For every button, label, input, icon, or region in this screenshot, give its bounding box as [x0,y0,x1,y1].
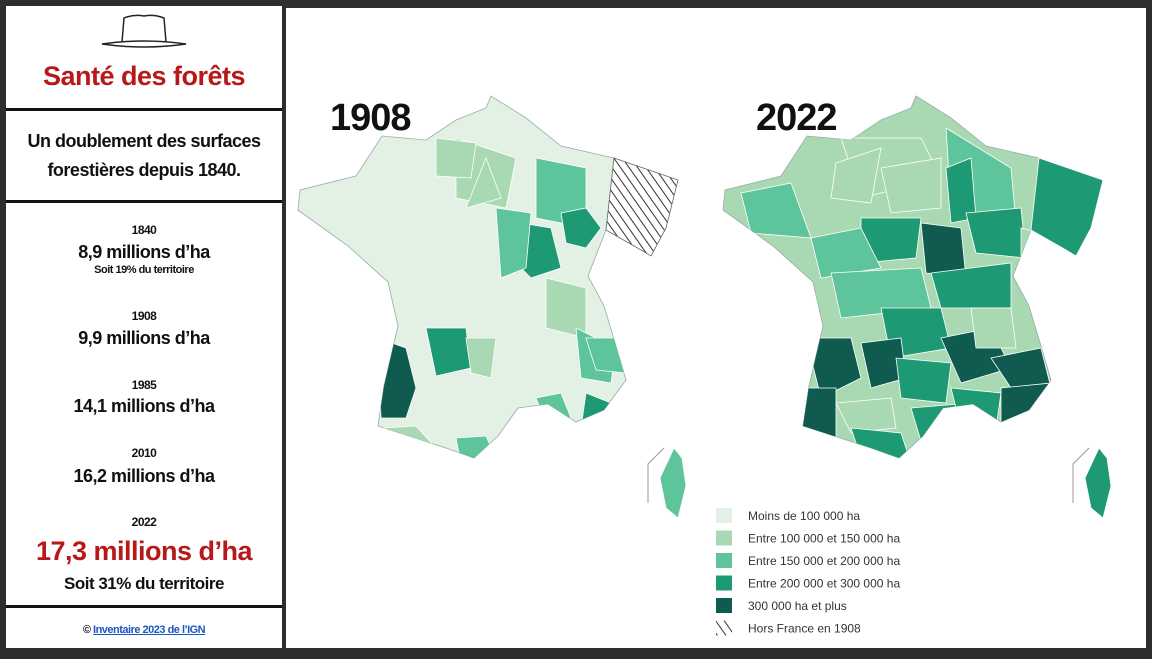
separator [6,200,282,203]
legend-swatch [716,575,732,591]
subtitle: Un doublement des surfaces [27,131,261,151]
stat-value: 14,1 millions d’ha [73,396,215,416]
maps: 1908 2022 Moins de 100 000 ha Entre 100 000… [297,95,1112,636]
region [990,347,1051,389]
stat-year: 1840 [131,223,157,237]
stat-year: 1985 [131,378,157,392]
map-title: 1908 [330,97,411,139]
region [495,207,532,279]
legend-swatch [716,508,732,523]
stat-year: 2022 [131,515,157,529]
region [880,157,942,214]
subtitle: forestières depuis 1840. [47,160,241,180]
legend-label: Moins de 100 000 ha [748,509,860,523]
legend-label: Hors France en 1908 [748,622,861,636]
credit-link[interactable]: Inventaire 2023 de l’IGN [93,624,206,636]
legend-swatch [716,620,732,636]
sidebar: Santé des forêts Un doublement des surfa… [6,6,282,648]
region [805,337,862,399]
corsica [1084,447,1112,519]
region [798,387,837,449]
region [835,397,897,434]
alsace-lorraine [1030,157,1104,257]
stat-value: 9,9 millions d’ha [78,328,210,348]
region [465,156,502,209]
region [585,337,626,374]
region [830,147,882,204]
credit-symbol: © [82,624,91,636]
region [970,307,1017,349]
credit: © Inventaire 2023 de l’IGN [6,624,282,636]
region [545,277,587,339]
region [965,207,1027,259]
legend-swatch [716,530,732,546]
corsica [659,447,687,519]
stat-year: 1908 [131,309,157,323]
region [950,387,1002,429]
legend-label: Entre 100 000 et 150 000 ha [748,532,900,546]
stat-value: 8,9 millions d’ha [78,242,210,262]
stat-value: 16,2 millions d’ha [73,466,215,486]
region [435,137,477,179]
region [560,207,602,249]
stat-note: Soit 31% du territoire [64,574,224,593]
region [810,227,882,279]
stat-year: 2010 [131,446,157,460]
region [465,337,497,379]
title: Santé des forêts [42,61,246,91]
map: 1908 [297,95,687,519]
stat-note: Soit 19% du territoire [94,264,194,276]
separator [6,605,282,608]
region [740,182,812,239]
stat-value-highlight: 17,3 millions d’ha [35,536,253,566]
corsica-inset [1072,447,1090,503]
region [910,402,982,458]
legend-label: 300 000 ha et plus [748,599,847,613]
alsace-lorraine [605,157,679,257]
region [1000,382,1051,429]
map-panel: 1908 2022 Moins de 100 000 ha Entre 100 000… [286,8,1146,648]
separator [6,108,282,111]
map: 2022 [722,95,1112,519]
legend-swatch [716,598,732,613]
map-title: 2022 [756,97,837,139]
legend-swatch [716,553,732,568]
legend-label: Entre 200 000 et 300 000 ha [748,577,900,591]
legend-label: Entre 150 000 et 200 000 ha [748,554,900,568]
region [895,357,952,404]
corsica-inset [647,447,665,503]
hat-icon [101,14,187,48]
